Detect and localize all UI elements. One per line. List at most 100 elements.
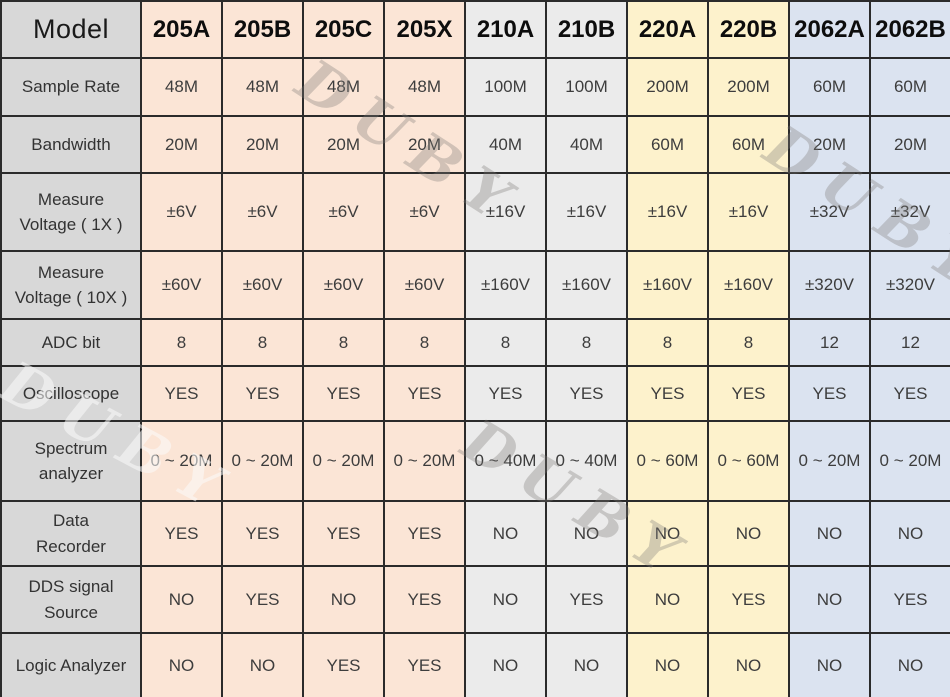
table-cell: 200M — [626, 57, 709, 117]
table-cell: 0 ~ 20M — [221, 420, 304, 502]
table-cell: ±16V — [626, 172, 709, 252]
table-cell: NO — [545, 500, 628, 567]
table-cell: ±320V — [869, 250, 950, 320]
column-header-205c: 205C — [302, 0, 385, 59]
row-label-dds-signal-source: DDS signal Source — [0, 565, 142, 634]
table-cell: 8 — [383, 318, 466, 367]
table-cell: YES — [302, 500, 385, 567]
row-label-oscilloscope: Oscilloscope — [0, 365, 142, 422]
table-cell: NO — [626, 500, 709, 567]
table-cell: NO — [140, 632, 223, 697]
table-cell: 20M — [383, 115, 466, 174]
row-label-logic-analyzer: Logic Analyzer — [0, 632, 142, 697]
table-cell: YES — [140, 365, 223, 422]
table-row-bandwidth: Bandwidth 20M 20M 20M 20M 40M 40M 60M 60… — [0, 115, 950, 174]
table-cell: 8 — [626, 318, 709, 367]
column-header-205x: 205X — [383, 0, 466, 59]
table-cell: 8 — [464, 318, 547, 367]
table-cell: 0 ~ 40M — [545, 420, 628, 502]
table-cell: ±60V — [221, 250, 304, 320]
table-cell: YES — [383, 365, 466, 422]
table-cell: YES — [869, 365, 950, 422]
table-cell: YES — [707, 365, 790, 422]
table-cell: 48M — [302, 57, 385, 117]
table-cell: 0 ~ 60M — [626, 420, 709, 502]
table-cell: 8 — [302, 318, 385, 367]
table-cell: 8 — [140, 318, 223, 367]
table-cell: YES — [383, 565, 466, 634]
column-header-2062b: 2062B — [869, 0, 950, 59]
header-row: Model 205A 205B 205C 205X 210A 210B 220A… — [0, 0, 950, 59]
table-cell: YES — [302, 632, 385, 697]
table-cell: ±32V — [869, 172, 950, 252]
row-label-measure-voltage-1x: Measure Voltage ( 1X ) — [0, 172, 142, 252]
column-header-220a: 220A — [626, 0, 709, 59]
table-cell: NO — [869, 632, 950, 697]
table-cell: 12 — [869, 318, 950, 367]
table-row-measure-voltage-1x: Measure Voltage ( 1X ) ±6V ±6V ±6V ±6V ±… — [0, 172, 950, 252]
table-cell: ±16V — [545, 172, 628, 252]
table-cell: ±60V — [140, 250, 223, 320]
table-cell: NO — [464, 632, 547, 697]
column-header-205a: 205A — [140, 0, 223, 59]
table-row-spectrum-analyzer: Spectrum analyzer 0 ~ 20M 0 ~ 20M 0 ~ 20… — [0, 420, 950, 502]
table-cell: NO — [788, 632, 871, 697]
table-cell: 20M — [221, 115, 304, 174]
table-cell: NO — [788, 565, 871, 634]
table-cell: YES — [707, 565, 790, 634]
table-cell: 48M — [140, 57, 223, 117]
row-label-data-recorder: Data Recorder — [0, 500, 142, 567]
table-cell: 20M — [140, 115, 223, 174]
table-cell: 0 ~ 40M — [464, 420, 547, 502]
table-cell: 60M — [626, 115, 709, 174]
table-cell: ±60V — [302, 250, 385, 320]
table-cell: 20M — [302, 115, 385, 174]
table-cell: NO — [626, 565, 709, 634]
table-cell: 8 — [707, 318, 790, 367]
table-cell: NO — [221, 632, 304, 697]
table-row-measure-voltage-10x: Measure Voltage ( 10X ) ±60V ±60V ±60V ±… — [0, 250, 950, 320]
table-cell: ±160V — [707, 250, 790, 320]
table-cell: NO — [788, 500, 871, 567]
table-cell: ±16V — [707, 172, 790, 252]
table-cell: 48M — [383, 57, 466, 117]
table-cell: YES — [383, 500, 466, 567]
table-cell: 100M — [464, 57, 547, 117]
table-row-logic-analyzer: Logic Analyzer NO NO YES YES NO NO NO NO… — [0, 632, 950, 697]
table-cell: 60M — [869, 57, 950, 117]
table-cell: NO — [707, 500, 790, 567]
table-title-model: Model — [0, 0, 142, 59]
table-cell: ±16V — [464, 172, 547, 252]
column-header-210b: 210B — [545, 0, 628, 59]
table-cell: YES — [221, 365, 304, 422]
table-cell: ±160V — [464, 250, 547, 320]
table-cell: ±6V — [302, 172, 385, 252]
table-cell: 48M — [221, 57, 304, 117]
table-cell: 12 — [788, 318, 871, 367]
column-header-205b: 205B — [221, 0, 304, 59]
table-cell: NO — [302, 565, 385, 634]
table-cell: 20M — [788, 115, 871, 174]
table-cell: ±160V — [545, 250, 628, 320]
table-cell: NO — [464, 565, 547, 634]
table-cell: ±160V — [626, 250, 709, 320]
table-cell: 0 ~ 60M — [707, 420, 790, 502]
column-header-2062a: 2062A — [788, 0, 871, 59]
table-cell: ±32V — [788, 172, 871, 252]
table-cell: NO — [545, 632, 628, 697]
table-cell: NO — [464, 500, 547, 567]
table-row-adc-bit: ADC bit 8 8 8 8 8 8 8 8 12 12 — [0, 318, 950, 367]
column-header-220b: 220B — [707, 0, 790, 59]
table-cell: YES — [545, 565, 628, 634]
table-cell: ±320V — [788, 250, 871, 320]
table-cell: ±60V — [383, 250, 466, 320]
table-cell: NO — [869, 500, 950, 567]
table-cell: YES — [302, 365, 385, 422]
table-row-sample-rate: Sample Rate 48M 48M 48M 48M 100M 100M 20… — [0, 57, 950, 117]
table-cell: 200M — [707, 57, 790, 117]
table-cell: 40M — [545, 115, 628, 174]
table-cell: NO — [707, 632, 790, 697]
row-label-bandwidth: Bandwidth — [0, 115, 142, 174]
